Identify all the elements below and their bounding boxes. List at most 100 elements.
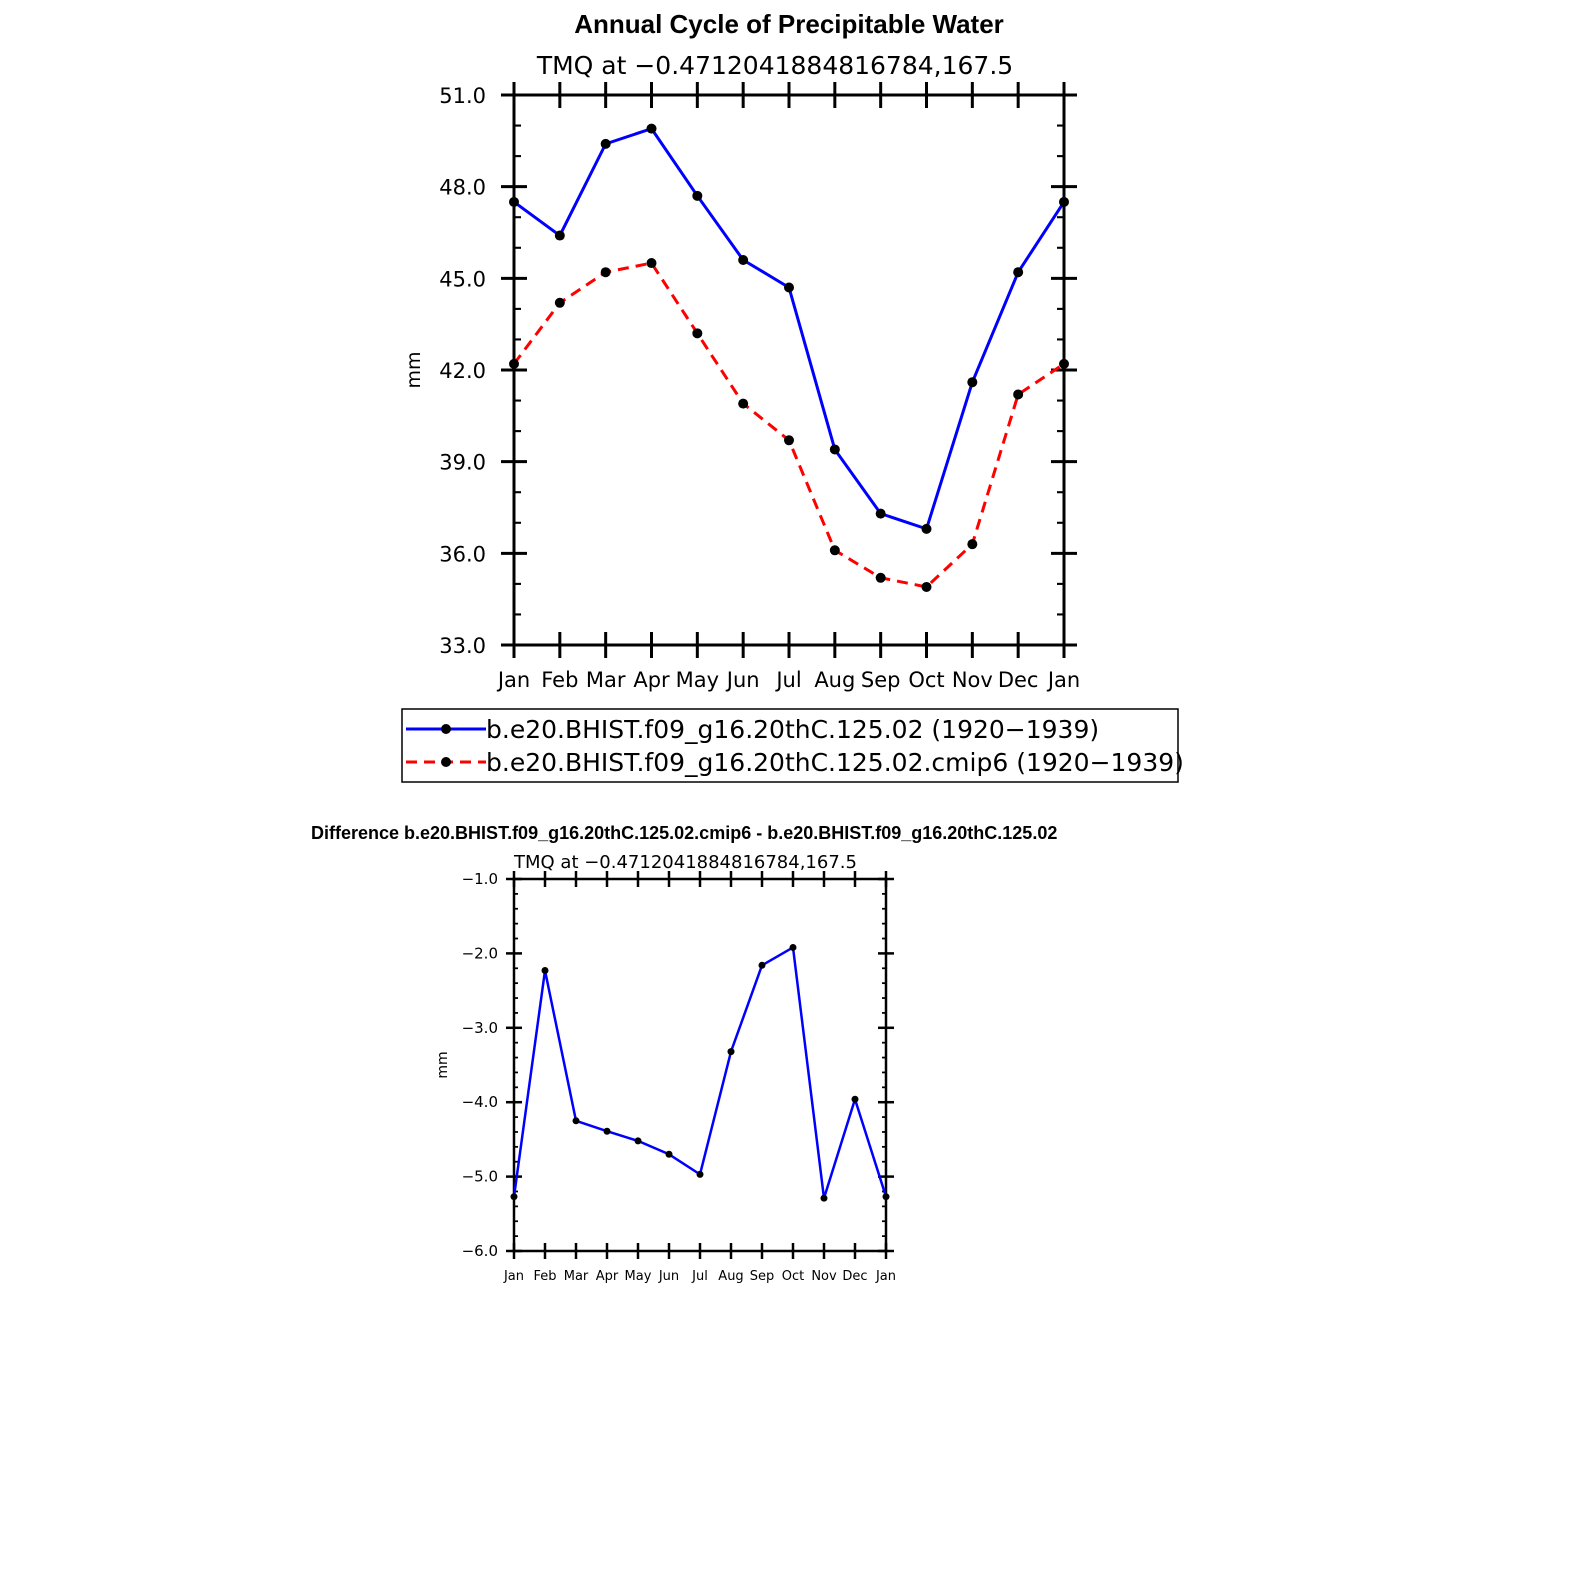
x-tick-label: May [676,668,719,692]
series-0-point [510,1193,518,1201]
x-tick-label: Aug [718,1269,743,1284]
axis-ticks [501,82,1077,658]
series-0-point [572,1117,580,1125]
y-tick-label: −2.0 [462,944,498,962]
series-line-0 [512,946,888,1200]
series-0-point [696,1170,704,1178]
series-1-point [829,545,840,556]
x-tick-label: Apr [596,1269,619,1284]
series-line-0 [513,127,1066,531]
x-tick-label: Sep [750,1269,775,1284]
series-0-point [882,1193,890,1201]
x-tick-label: Feb [533,1269,556,1284]
y-tick-label: −6.0 [462,1242,498,1260]
series-1-point [1059,358,1069,369]
y-tick-label: 39.0 [439,451,486,475]
series-1-point [967,539,978,550]
y-tick-labels: 33.0 36.0 39.0 42.0 45.0 48.0 51.0 [439,84,486,658]
x-tick-label: Jan [503,1269,524,1284]
series-0-point [967,377,978,388]
series-0-point [541,967,549,975]
y-tick-label: −3.0 [462,1019,498,1037]
x-tick-label: Dec [842,1269,867,1284]
series-0-point [1059,196,1069,207]
series-0-point [829,444,840,455]
x-tick-label: Sep [861,668,901,692]
series-0-point [738,255,749,265]
series-0-point [600,138,611,149]
chart-subtitle: TMQ at −0.4712041884816784,167.5 [536,51,1013,80]
legend-frame [401,708,1179,783]
series-0-point [820,1194,828,1202]
x-tick-label: Jun [725,668,760,692]
series-0-point [758,961,766,969]
series-0-point [509,196,519,207]
y-tick-label: 51.0 [439,84,486,108]
x-tick-label: Aug [814,668,855,692]
series-0-point [921,523,932,534]
x-tick-label: May [625,1269,652,1284]
x-tick-label: Jul [774,668,801,692]
x-tick-label: Apr [633,668,670,692]
y-tick-label: 36.0 [439,542,486,566]
x-tick-label: Jan [496,668,530,692]
y-tick-label: 45.0 [439,267,486,291]
data-series [509,123,1069,592]
series-1-point [921,581,932,592]
series-0-point [646,123,657,134]
series-line-1 [512,261,1065,589]
series-1-point [600,267,611,278]
x-tick-label: Dec [998,668,1039,692]
x-tick-label: Jan [875,1269,896,1284]
legend-marker-model [441,724,451,734]
y-tick-label: −5.0 [462,1168,498,1186]
difference-y-axis-label: mm [435,1051,451,1078]
y-tick-label: 48.0 [439,176,486,200]
series-1-point [1013,389,1024,400]
y-axis-label: mm [403,351,425,388]
series-0-point [634,1137,642,1145]
difference-axis-ticks [506,871,894,1259]
difference-subtitle: TMQ at −0.4712041884816784,167.5 [513,852,857,873]
legend: b.e20.BHIST.f09_g16.20thC.125.02 (1920−1… [401,708,1184,783]
difference-y-tick-labels: −6.0 −5.0 −4.0 −3.0 −2.0 −1.0 [462,870,498,1260]
y-tick-label: 42.0 [439,359,486,383]
difference-x-tick-labels: Jan Feb Mar Apr May Jun Jul Aug Sep Oct Nov Dec Jan [503,1269,896,1284]
series-0-point [1013,267,1024,278]
x-tick-label: Nov [811,1269,837,1284]
difference-title: Difference b.e20.BHIST.f09_g16.20thC.125… [311,823,1057,843]
series-0-point [851,1095,859,1103]
series-1-point [554,297,565,308]
series-0-point [692,190,703,201]
series-0-point [665,1150,673,1158]
difference-chart: Difference b.e20.BHIST.f09_g16.20thC.125… [311,823,1057,1284]
x-tick-label: Oct [782,1269,804,1284]
series-1-point [692,328,703,339]
x-tick-label: Mar [586,668,626,692]
series-0-point [554,230,565,241]
y-tick-label: −1.0 [462,870,498,888]
x-tick-label: Jun [658,1269,679,1284]
series-0-point [727,1048,735,1056]
annual-cycle-chart: Annual Cycle of Precipitable Water TMQ a… [403,9,1080,692]
difference-plot-frame [512,877,888,1253]
legend-label-cmip6: b.e20.BHIST.f09_g16.20thC.125.02.cmip6 (… [486,748,1184,777]
x-tick-labels: Jan Feb Mar Apr May Jun Jul Aug Sep Oct Nov Dec Jan [496,668,1080,692]
series-0-point [875,508,886,519]
x-tick-label: Nov [952,668,993,692]
legend-label-model: b.e20.BHIST.f09_g16.20thC.125.02 (1920−1… [486,715,1099,744]
legend-marker-cmip6 [441,757,451,767]
series-0-point [603,1127,611,1135]
difference-series [510,943,890,1202]
plot-frame [512,93,1066,647]
x-tick-label: Mar [564,1269,589,1284]
series-1-point [509,358,519,369]
series-1-point [646,258,657,269]
series-0-point [789,943,797,951]
x-tick-label: Feb [541,668,578,692]
x-tick-label: Oct [908,668,944,692]
y-tick-label: 33.0 [439,634,486,658]
x-tick-label: Jan [1046,668,1080,692]
y-tick-label: −4.0 [462,1093,498,1111]
